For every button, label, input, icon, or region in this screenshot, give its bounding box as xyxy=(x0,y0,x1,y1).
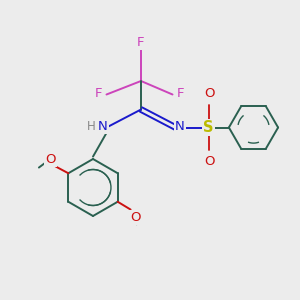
Text: O: O xyxy=(130,211,141,224)
Text: F: F xyxy=(137,36,145,50)
Text: O: O xyxy=(45,153,56,166)
Text: F: F xyxy=(95,86,102,100)
Text: O: O xyxy=(205,155,215,168)
Text: H: H xyxy=(86,119,95,133)
Text: N: N xyxy=(98,119,108,133)
Text: O: O xyxy=(205,87,215,100)
Text: S: S xyxy=(203,120,214,135)
Text: N: N xyxy=(175,119,185,133)
Text: F: F xyxy=(176,86,184,100)
